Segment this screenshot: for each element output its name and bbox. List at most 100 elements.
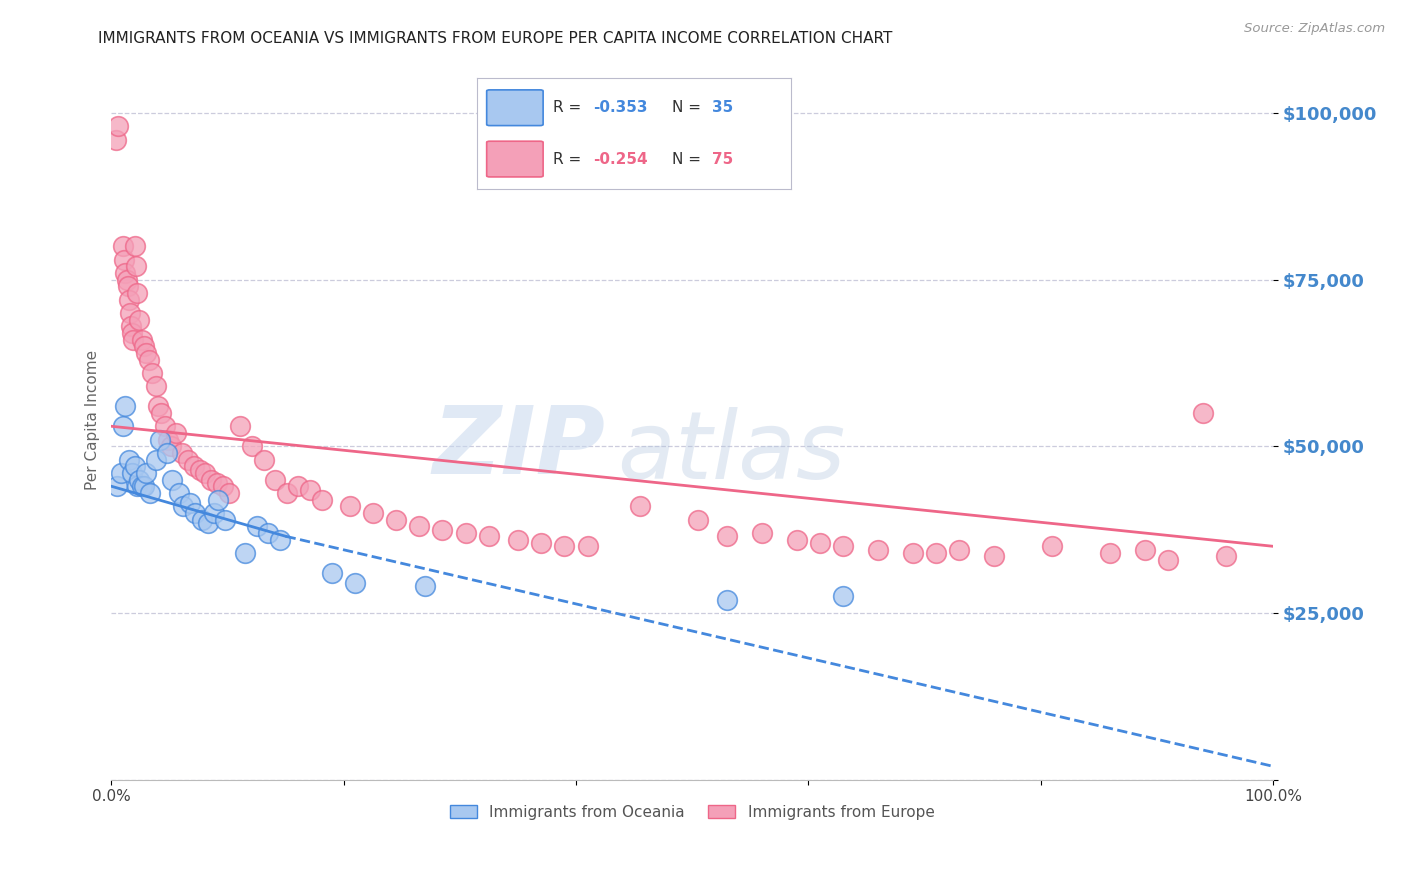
Point bbox=[157, 433, 180, 447]
Point bbox=[269, 533, 291, 547]
Point bbox=[125, 260, 148, 274]
Point bbox=[832, 539, 855, 553]
Point bbox=[339, 500, 361, 514]
Point bbox=[1133, 542, 1156, 557]
Point bbox=[128, 312, 150, 326]
Point bbox=[149, 433, 172, 447]
Point bbox=[118, 306, 141, 320]
Point bbox=[311, 492, 333, 507]
Point bbox=[948, 542, 970, 557]
Point bbox=[128, 473, 150, 487]
Point bbox=[1215, 549, 1237, 564]
Point bbox=[321, 566, 343, 580]
Point bbox=[205, 475, 228, 490]
Point bbox=[112, 419, 135, 434]
Text: Source: ZipAtlas.com: Source: ZipAtlas.com bbox=[1244, 22, 1385, 36]
Point bbox=[121, 326, 143, 340]
Point bbox=[121, 466, 143, 480]
Point bbox=[808, 536, 831, 550]
Point bbox=[125, 285, 148, 300]
Point bbox=[184, 506, 207, 520]
Point bbox=[385, 513, 408, 527]
Point bbox=[165, 425, 187, 440]
Point bbox=[194, 466, 217, 480]
Point bbox=[344, 576, 367, 591]
Point bbox=[454, 525, 477, 540]
Point bbox=[233, 546, 256, 560]
Point bbox=[167, 486, 190, 500]
Point bbox=[287, 479, 309, 493]
Point bbox=[408, 519, 430, 533]
Point bbox=[172, 446, 194, 460]
Y-axis label: Per Capita Income: Per Capita Income bbox=[86, 350, 100, 490]
Point bbox=[125, 479, 148, 493]
Point bbox=[1040, 539, 1063, 553]
Point bbox=[925, 546, 948, 560]
Point bbox=[132, 479, 155, 493]
Point bbox=[153, 419, 176, 434]
Point bbox=[112, 252, 135, 267]
Point bbox=[132, 339, 155, 353]
Point bbox=[1192, 406, 1215, 420]
Point bbox=[264, 473, 287, 487]
Point bbox=[131, 333, 153, 347]
Point bbox=[124, 239, 146, 253]
Point bbox=[553, 539, 575, 553]
Point bbox=[202, 506, 225, 520]
Point bbox=[628, 500, 651, 514]
Point bbox=[138, 352, 160, 367]
Legend: Immigrants from Oceania, Immigrants from Europe: Immigrants from Oceania, Immigrants from… bbox=[443, 798, 941, 826]
Text: atlas: atlas bbox=[617, 407, 845, 498]
Point bbox=[257, 525, 280, 540]
Point bbox=[361, 506, 384, 520]
Point bbox=[107, 120, 129, 134]
Point bbox=[200, 473, 222, 487]
Point bbox=[686, 513, 709, 527]
Point bbox=[160, 473, 183, 487]
Text: ZIP: ZIP bbox=[432, 402, 605, 494]
Point bbox=[179, 496, 201, 510]
Point bbox=[146, 399, 169, 413]
Point bbox=[245, 519, 267, 533]
Point bbox=[131, 479, 153, 493]
Point bbox=[207, 492, 229, 507]
Point bbox=[212, 479, 235, 493]
Point bbox=[183, 459, 205, 474]
Point bbox=[122, 333, 145, 347]
Point bbox=[110, 466, 132, 480]
Point bbox=[576, 539, 599, 553]
Point bbox=[191, 513, 214, 527]
Point bbox=[751, 525, 773, 540]
Point bbox=[530, 536, 553, 550]
Point bbox=[112, 239, 135, 253]
Point bbox=[150, 406, 173, 420]
Point bbox=[135, 466, 157, 480]
Point bbox=[506, 533, 529, 547]
Point bbox=[716, 529, 738, 543]
Point bbox=[115, 272, 138, 286]
Point bbox=[786, 533, 808, 547]
Point bbox=[188, 462, 211, 476]
Point bbox=[229, 419, 252, 434]
Point bbox=[114, 399, 136, 413]
Point bbox=[135, 346, 157, 360]
Point bbox=[145, 379, 167, 393]
Point bbox=[276, 486, 298, 500]
Point bbox=[141, 366, 163, 380]
Point bbox=[413, 579, 436, 593]
Point bbox=[1157, 552, 1180, 566]
Point bbox=[983, 549, 1005, 564]
Point bbox=[138, 486, 160, 500]
Point bbox=[177, 452, 200, 467]
Point bbox=[120, 319, 142, 334]
Point bbox=[197, 516, 219, 530]
Point bbox=[252, 452, 274, 467]
Point bbox=[832, 589, 855, 603]
Point bbox=[218, 486, 240, 500]
Point bbox=[159, 439, 181, 453]
Point bbox=[114, 266, 136, 280]
Point bbox=[866, 542, 889, 557]
Point bbox=[214, 513, 236, 527]
Point bbox=[124, 459, 146, 474]
Point bbox=[105, 479, 128, 493]
